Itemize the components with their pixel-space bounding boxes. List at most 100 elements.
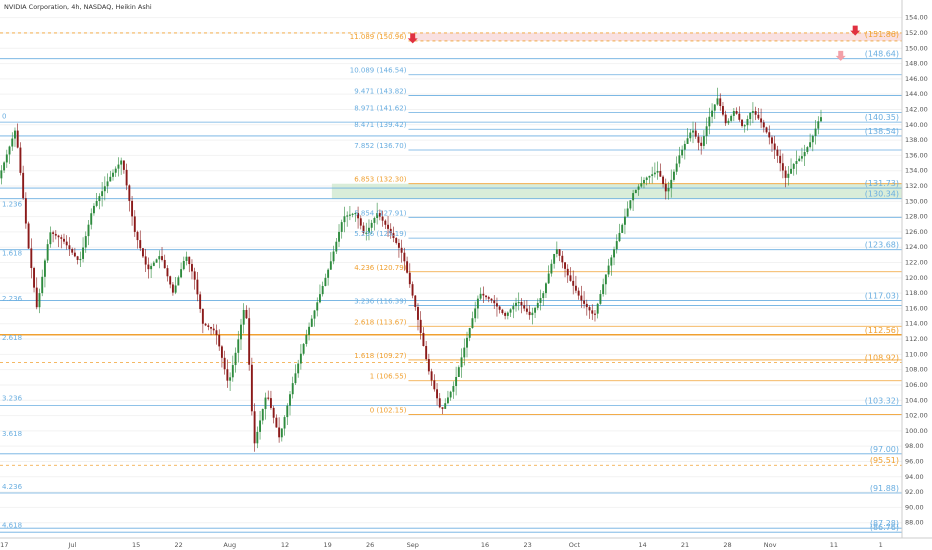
candle-bear bbox=[136, 231, 139, 241]
price-axis-tick-label: 116.00 bbox=[905, 304, 928, 312]
level-line-label: (97.00) bbox=[870, 445, 899, 454]
candle-bear bbox=[441, 407, 444, 409]
candle-bull bbox=[651, 174, 654, 176]
left-fib-label: 1.618 bbox=[2, 250, 22, 258]
candle-bull bbox=[332, 251, 335, 262]
candle-bull bbox=[95, 200, 98, 206]
chart-title: NVIDIA Corporation, 4h, NASDAQ, Heikin A… bbox=[4, 3, 152, 11]
left-fib-label: 2.618 bbox=[2, 334, 22, 342]
time-axis-tick-label: Jul bbox=[67, 541, 76, 549]
candle-bear bbox=[583, 300, 586, 304]
candle-bull bbox=[716, 98, 719, 105]
candle-bear bbox=[147, 264, 150, 270]
candle-bear bbox=[144, 256, 147, 265]
candle-bear bbox=[438, 398, 441, 408]
candle-bull bbox=[446, 397, 449, 404]
candle-bull bbox=[460, 357, 463, 368]
candle-bear bbox=[430, 371, 433, 381]
candle-bull bbox=[242, 309, 245, 325]
candle-bear bbox=[762, 122, 765, 128]
candle-bull bbox=[713, 104, 716, 111]
candle-bear bbox=[389, 228, 392, 234]
candle-bear bbox=[779, 155, 782, 164]
candle-bear bbox=[400, 247, 403, 253]
candle-bear bbox=[406, 261, 409, 273]
candle-bear bbox=[169, 276, 172, 285]
candle-bear bbox=[520, 302, 523, 306]
candle-bear bbox=[71, 248, 74, 253]
candle-bull bbox=[261, 409, 264, 421]
candle-bear bbox=[278, 427, 281, 438]
candle-bear bbox=[131, 200, 134, 217]
candle-bull bbox=[648, 175, 651, 178]
candle-bull bbox=[803, 152, 806, 157]
candle-bull bbox=[643, 179, 645, 184]
labels-layer: (148.64) (140.35) (138.54) (131.73) (130.34)… bbox=[2, 30, 899, 532]
candle-bear bbox=[700, 142, 703, 146]
candle-bear bbox=[504, 313, 507, 316]
candle-bear bbox=[199, 294, 202, 310]
candle-bear bbox=[427, 359, 430, 372]
candle-bear bbox=[525, 308, 528, 312]
price-axis-tick-label: 92.00 bbox=[905, 488, 924, 496]
candle-bull bbox=[555, 249, 558, 254]
candle-bear bbox=[485, 295, 488, 298]
candle-bull bbox=[820, 117, 822, 122]
candle-bear bbox=[781, 163, 784, 171]
candle-bull bbox=[321, 285, 324, 295]
time-axis-tick-label: 11 bbox=[830, 541, 838, 549]
time-axis-tick-label: Nov bbox=[764, 541, 777, 549]
candle-bull bbox=[373, 217, 376, 223]
candle-bear bbox=[267, 397, 270, 399]
candle-bull bbox=[310, 318, 313, 327]
zone-layer bbox=[331, 32, 902, 199]
candle-bear bbox=[207, 325, 210, 328]
candle-bull bbox=[817, 121, 820, 129]
candle-bear bbox=[272, 407, 275, 418]
candle-bull bbox=[618, 232, 621, 242]
candle-bear bbox=[128, 185, 131, 201]
candle-bull bbox=[158, 256, 161, 260]
candle-bull bbox=[313, 310, 316, 319]
candle-bear bbox=[768, 132, 771, 138]
candle-bear bbox=[359, 218, 362, 226]
candle-bear bbox=[724, 114, 727, 124]
candle-bull bbox=[297, 363, 300, 374]
candle-bull bbox=[264, 397, 267, 410]
candle-bull bbox=[103, 186, 106, 192]
candle-bear bbox=[245, 309, 248, 319]
candle-bull bbox=[667, 188, 670, 192]
candle-bull bbox=[476, 298, 479, 309]
price-axis-tick-label: 102.00 bbox=[905, 412, 928, 420]
time-axis-tick-label: Sep bbox=[407, 541, 419, 549]
level-line-label: (130.34) bbox=[865, 190, 899, 199]
left-fib-label: 1.236 bbox=[2, 201, 23, 209]
candle-bear bbox=[697, 136, 700, 143]
candle-bull bbox=[5, 154, 8, 163]
candle-bear bbox=[719, 98, 722, 107]
candle-bear bbox=[493, 300, 496, 304]
candle-bear bbox=[27, 223, 30, 249]
level-line-label: (103.32) bbox=[865, 396, 899, 405]
candle-bull bbox=[732, 111, 735, 116]
candle-bull bbox=[343, 216, 346, 223]
price-axis-tick-label: 118.00 bbox=[905, 289, 928, 297]
top-right-level-label: (151.86) bbox=[865, 30, 899, 39]
price-axis-tick-label: 136.00 bbox=[905, 151, 928, 159]
level-line-label: (117.03) bbox=[865, 292, 899, 301]
price-axis-tick-label: 110.00 bbox=[905, 350, 928, 358]
fib-level-label: 11.089 (150.96) bbox=[350, 33, 407, 41]
down-pink-arrow-icon bbox=[835, 50, 846, 61]
candle-bull bbox=[626, 208, 629, 217]
fib-level-label: 6.853 (132.30) bbox=[354, 176, 406, 184]
candle-bull bbox=[653, 172, 656, 175]
candle-bull bbox=[109, 176, 112, 182]
level-line-label: (87.28) bbox=[870, 519, 899, 528]
candle-bull bbox=[751, 111, 754, 113]
candle-bear bbox=[498, 306, 501, 310]
candle-bull bbox=[152, 262, 155, 266]
candle-bull bbox=[613, 249, 615, 258]
candle-bull bbox=[795, 161, 798, 164]
